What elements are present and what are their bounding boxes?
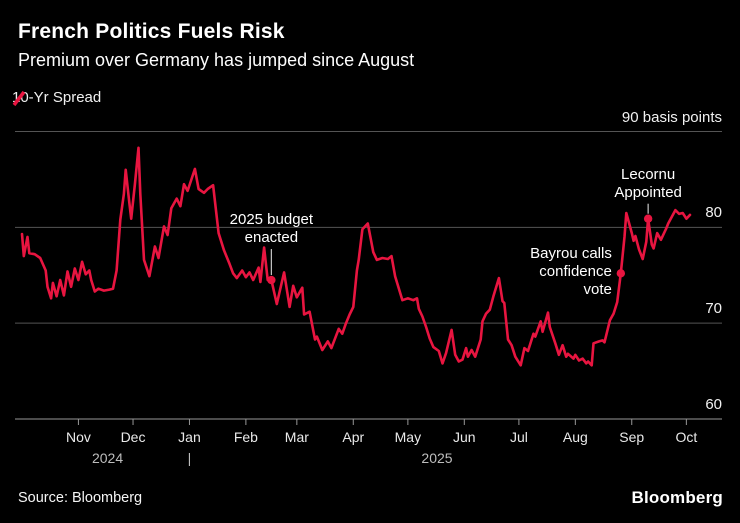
legend-line-swatch-icon [12, 90, 26, 107]
x-axis-label-mar: Mar [284, 429, 309, 445]
y-axis-label-60: 60 [705, 396, 722, 413]
x-axis-label-oct: Oct [675, 429, 698, 445]
spread-line [20, 146, 692, 367]
annotation-dot-lecornu [643, 214, 653, 223]
x-axis-label-sep: Sep [619, 429, 645, 445]
bloomberg-logo: Bloomberg [631, 488, 723, 507]
x-axis-label-dec: Dec [120, 429, 146, 445]
x-axis-label-nov: Nov [65, 429, 91, 445]
y-axis-label-70: 70 [705, 300, 722, 318]
annotation-dot-budget [267, 275, 276, 285]
x-axis-label-jan: Jan [178, 429, 201, 445]
year-label-2025: 2025 [421, 450, 453, 466]
year-label-|: | [187, 450, 192, 466]
x-axis-label-jun: Jun [453, 429, 476, 445]
x-axis-label-feb: Feb [233, 429, 258, 445]
legend: 10-Yr Spread [12, 89, 102, 107]
x-axis-label-may: May [394, 429, 422, 445]
annotation-dot-bayrou [616, 269, 626, 278]
x-axis-label-jul: Jul [509, 429, 528, 445]
legend-label: 10-Yr Spread [12, 89, 102, 106]
annotation-bayrou: Bayrou calls confidence vote [530, 245, 612, 299]
page-title: French Politics Fuels Risk [18, 20, 285, 43]
annotation-lecornu: Lecornu Appointed [614, 165, 682, 201]
annotation-budget: 2025 budget enacted [229, 211, 314, 247]
y-axis-label-90: 90 basis points [621, 108, 722, 126]
y-axis-label-80: 80 [705, 204, 722, 222]
source-credit: Source: Bloomberg [18, 490, 143, 506]
x-axis-label-apr: Apr [342, 429, 365, 445]
chart-subtitle: Premium over Germany has jumped since Au… [18, 50, 415, 70]
year-label-2024: 2024 [91, 450, 124, 466]
x-axis-label-aug: Aug [562, 429, 588, 445]
